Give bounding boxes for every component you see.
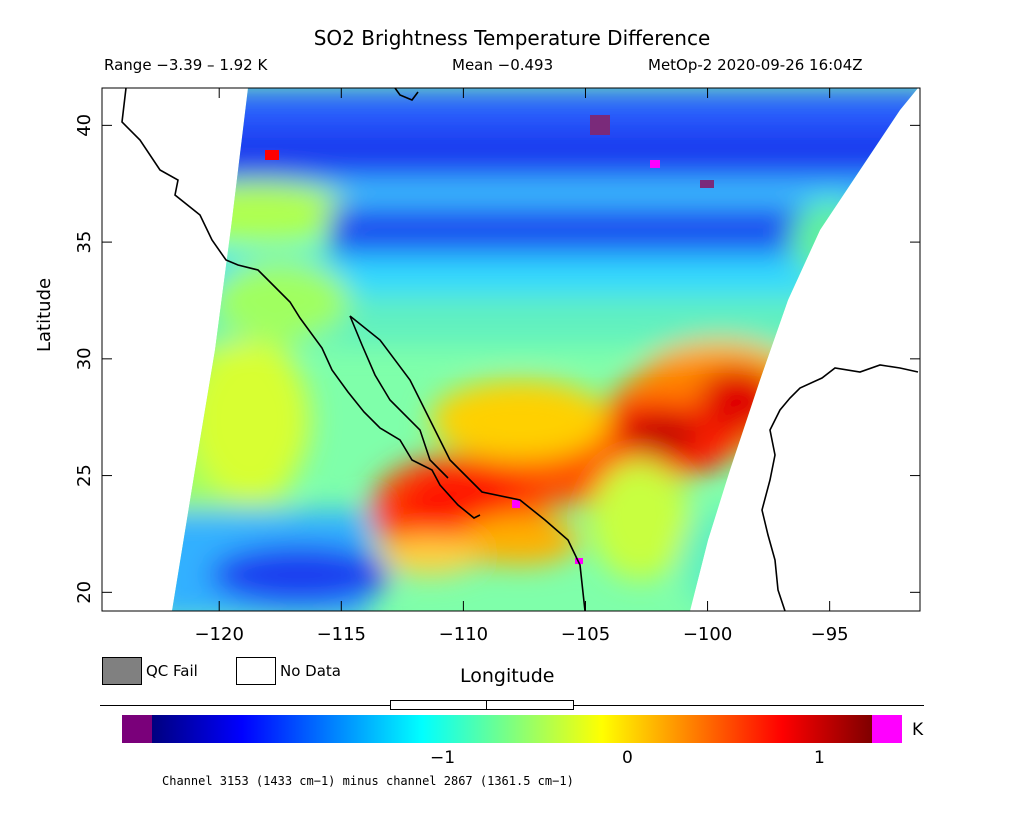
x-axis-label: Longitude (460, 665, 555, 687)
no-data-label: No Data (280, 662, 341, 680)
x-tick-label: −110 (439, 624, 488, 645)
colorbar-gradient (152, 715, 872, 743)
colorbar (122, 715, 902, 743)
qc-fail-label: QC Fail (146, 662, 198, 680)
mean-label: Mean −0.493 (452, 56, 554, 74)
x-tick-label: −95 (811, 624, 849, 645)
coastlines (121, 88, 919, 611)
satellite-timestamp: MetOp-2 2020-09-26 16:04Z (648, 56, 863, 74)
y-tick-label: 25 (74, 464, 95, 487)
channel-footnote: Channel 3153 (1433 cm−1) minus channel 2… (162, 774, 574, 788)
mean-marker (486, 700, 487, 710)
axis-ticks: −120 −115 −110 −105 −100 −95 20 25 30 35 40 (74, 88, 920, 645)
range-label: Range −3.39 – 1.92 K (104, 56, 268, 74)
colorbar-tick-label: 0 (622, 748, 633, 768)
swath-heatmap (172, 88, 918, 611)
x-tick-label: −115 (317, 624, 366, 645)
x-tick-label: −105 (561, 624, 610, 645)
colorbar-tick-label: 1 (814, 748, 825, 768)
qc-fail-swatch (102, 657, 142, 685)
y-tick-label: 20 (74, 581, 95, 604)
no-data-swatch (236, 657, 276, 685)
colorbar-tick-label: −1 (430, 748, 456, 768)
plot-title: SO2 Brightness Temperature Difference (313, 26, 711, 50)
colorbar-unit: K (912, 720, 924, 740)
plot-frame (101, 87, 921, 612)
colorbar-overflow (872, 715, 902, 743)
y-axis-label: Latitude (34, 277, 55, 352)
colorbar-underflow (122, 715, 152, 743)
x-tick-label: −120 (194, 624, 243, 645)
y-tick-label: 30 (74, 347, 95, 370)
y-tick-label: 40 (74, 114, 95, 137)
mean-range-box (390, 700, 574, 710)
y-tick-label: 35 (74, 231, 95, 254)
x-tick-label: −100 (683, 624, 732, 645)
